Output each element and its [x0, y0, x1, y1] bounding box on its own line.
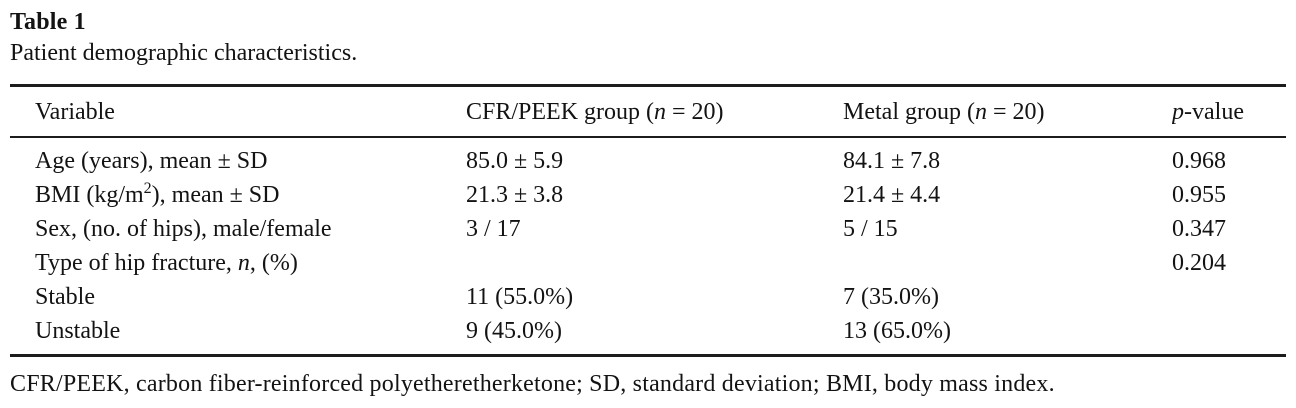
text-segment: 85.0 ± 5.9: [466, 148, 564, 174]
text-segment: , (%): [249, 250, 298, 276]
table-cell: Stable: [10, 280, 466, 314]
table-cell: [843, 246, 1172, 280]
text-segment: = 20): [986, 99, 1045, 125]
text-segment: -value: [1184, 99, 1244, 125]
text-segment: Stable: [35, 284, 95, 310]
italic-text: p: [1172, 99, 1184, 125]
table-caption: Patient demographic characteristics.: [10, 40, 358, 66]
text-segment: 21.3 ± 3.8: [466, 182, 564, 208]
text-segment: BMI (kg/m: [35, 182, 144, 208]
text-segment: 3 / 17: [466, 216, 521, 242]
table-cell: 21.3 ± 3.8: [466, 178, 843, 212]
text-segment: 21.4 ± 4.4: [843, 182, 941, 208]
superscript-text: 2: [143, 180, 152, 198]
table-cell: 3 / 17: [466, 212, 843, 246]
table-cell: 7 (35.0%): [843, 280, 1172, 314]
table-cell: 0.204: [1172, 246, 1286, 280]
text-segment: 11 (55.0%): [466, 284, 574, 310]
text-segment: 7 (35.0%): [843, 284, 939, 310]
text-segment: ), mean ± SD: [151, 182, 280, 208]
table-body: Age (years), mean ± SD 85.0 ± 5.9 84.1 ± 7…: [10, 137, 1286, 356]
italic-text: n: [974, 99, 987, 125]
table-row: BMI (kg/m2), mean ± SD 21.3 ± 3.8 21.4 ± 4…: [10, 178, 1286, 212]
text-segment: 5 / 15: [843, 216, 898, 242]
text-segment: Variable: [35, 99, 115, 125]
table-row: Unstable 9 (45.0%) 13 (65.0%): [10, 314, 1286, 356]
table-cell: 0.968: [1172, 137, 1286, 178]
column-header: p-value: [1172, 85, 1286, 138]
table-cell: 13 (65.0%): [843, 314, 1172, 356]
table-cell: 5 / 15: [843, 212, 1172, 246]
table-cell: Type of hip fracture, n, (%): [10, 246, 466, 280]
text-segment: Unstable: [35, 318, 121, 344]
text-segment: Age (years), mean ± SD: [35, 148, 268, 174]
text-segment: Type of hip fracture,: [35, 250, 238, 276]
text-segment: 0.204: [1172, 250, 1226, 276]
text-segment: = 20): [666, 99, 724, 125]
italic-text: n: [237, 250, 250, 276]
table-cell: Age (years), mean ± SD: [10, 137, 466, 178]
table-title: Table 1: [10, 9, 86, 35]
table-cell: Unstable: [10, 314, 466, 356]
table-cell: [1172, 280, 1286, 314]
text-segment: Sex, (no. of hips), male/female: [35, 216, 332, 242]
table-footnote: CFR/PEEK, carbon fiber-reinforced polyet…: [10, 371, 1055, 397]
text-segment: 9 (45.0%): [466, 318, 562, 344]
table-cell: 85.0 ± 5.9: [466, 137, 843, 178]
table-header-row: Variable CFR/PEEK group (n = 20) Metal gro…: [10, 85, 1286, 138]
table-row: Sex, (no. of hips), male/female 3 / 17 5 /…: [10, 212, 1286, 246]
table-row: Type of hip fracture, n, (%) 0.204: [10, 246, 1286, 280]
table-cell: 0.955: [1172, 178, 1286, 212]
table-cell: BMI (kg/m2), mean ± SD: [10, 178, 466, 212]
text-segment: 0.347: [1172, 216, 1226, 242]
column-header: Metal group (n = 20): [843, 85, 1172, 138]
table-row: Age (years), mean ± SD 85.0 ± 5.9 84.1 ± 7…: [10, 137, 1286, 178]
text-segment: 0.968: [1172, 148, 1226, 174]
text-segment: 13 (65.0%): [843, 318, 951, 344]
column-header: CFR/PEEK group (n = 20): [466, 85, 843, 138]
table-cell: [1172, 314, 1286, 356]
italic-text: n: [654, 99, 667, 125]
table-cell: [466, 246, 843, 280]
table-cell: 9 (45.0%): [466, 314, 843, 356]
text-segment: CFR/PEEK group (: [466, 99, 655, 125]
table-cell: 84.1 ± 7.8: [843, 137, 1172, 178]
table-cell: 0.347: [1172, 212, 1286, 246]
table-row: Stable 11 (55.0%) 7 (35.0%): [10, 280, 1286, 314]
text-segment: 0.955: [1172, 182, 1226, 208]
table-cell: Sex, (no. of hips), male/female: [10, 212, 466, 246]
text-segment: Metal group (: [843, 99, 975, 125]
column-header: Variable: [10, 85, 466, 138]
demographics-table: Variable CFR/PEEK group (n = 20) Metal gro…: [10, 84, 1286, 357]
table-cell: 11 (55.0%): [466, 280, 843, 314]
text-segment: 84.1 ± 7.8: [843, 148, 941, 174]
table-cell: 21.4 ± 4.4: [843, 178, 1172, 212]
